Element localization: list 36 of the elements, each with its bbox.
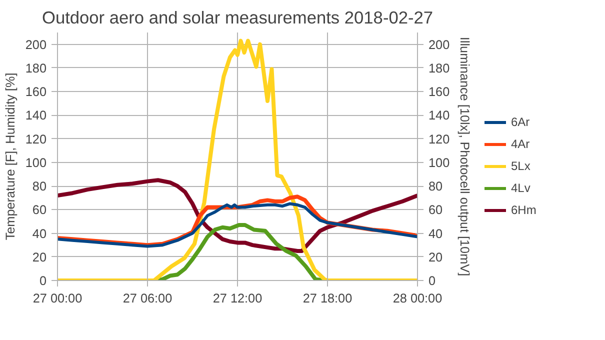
- x-tick-label: 28 00:00: [392, 292, 442, 306]
- x-tick-label: 27 18:00: [302, 292, 352, 306]
- y2-tick-label: 100: [428, 156, 450, 170]
- y2-tick-label: 120: [428, 132, 450, 146]
- y-tick-label: 100: [25, 156, 47, 170]
- y2-tick-label: 20: [428, 250, 443, 264]
- y2-tick-label: 40: [428, 226, 443, 241]
- y2-axis-title: Illuminance [10lx], Photocell output [10mV]: [458, 36, 472, 276]
- chart-title: Outdoor aero and solar measurements 2018-02-27: [42, 8, 434, 28]
- legend-label: 6Ar: [511, 115, 531, 129]
- legend-label: 4Lv: [511, 181, 531, 195]
- y2-tick-label: 60: [428, 203, 443, 218]
- y2-tick-label: 80: [428, 180, 443, 194]
- y-tick-label: 60: [32, 203, 46, 218]
- legend-label: 6Hm: [511, 203, 536, 217]
- y-tick-label: 180: [25, 61, 47, 76]
- y2-tick-label: 0: [428, 274, 436, 288]
- y-tick-label: 80: [32, 180, 46, 194]
- legend-label: 5Lx: [511, 159, 531, 173]
- y2-tick-label: 180: [428, 61, 450, 76]
- x-tick-label: 27 06:00: [122, 292, 172, 306]
- y-tick-label: 0: [39, 274, 47, 288]
- y-tick-label: 160: [25, 85, 47, 100]
- x-tick-label: 27 00:00: [32, 292, 82, 306]
- y2-tick-label: 200: [428, 38, 450, 52]
- y-tick-label: 120: [25, 132, 47, 146]
- y-tick-label: 20: [32, 250, 46, 264]
- y2-tick-label: 160: [428, 85, 450, 100]
- x-tick-label: 27 12:00: [212, 292, 262, 306]
- y2-tick-label: 140: [428, 108, 450, 123]
- legend-label: 4Ar: [511, 137, 531, 151]
- y-axis-title: Temperature [F], Humidity [%]: [3, 72, 18, 240]
- y-tick-label: 40: [32, 226, 46, 241]
- y-tick-label: 140: [25, 108, 47, 123]
- y-tick-label: 200: [25, 38, 47, 52]
- line-series: [58, 178, 418, 253]
